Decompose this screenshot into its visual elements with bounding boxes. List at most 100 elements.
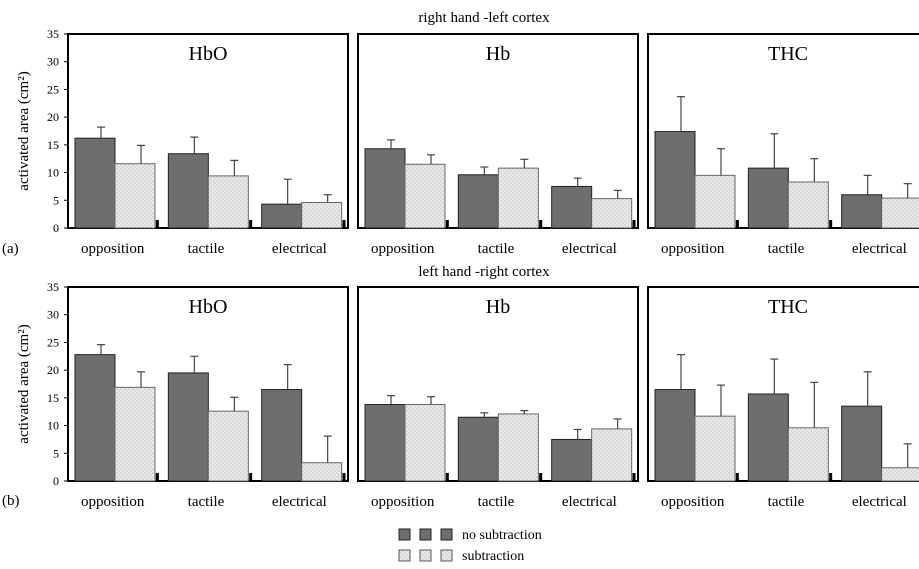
group-separator [249, 473, 253, 481]
legend-swatch [440, 549, 453, 562]
bar-no-subtraction-electrical [551, 438, 593, 482]
bar-subtraction-opposition [694, 415, 736, 482]
bar-subtraction-tactile [497, 413, 539, 482]
panel-b-thc: THC opposition tactile electrical [647, 286, 919, 510]
y-tick-label: 5 [53, 193, 59, 207]
y-tick-label: 0 [53, 474, 59, 488]
bar-subtraction-tactile [207, 410, 249, 482]
y-tick-label: 35 [47, 27, 59, 41]
y-tick-label: 0 [53, 221, 59, 235]
y-tick-label: 25 [47, 82, 59, 96]
bar-subtraction-opposition [114, 163, 156, 229]
bar-no-subtraction-tactile [747, 393, 789, 482]
group-separator [829, 220, 833, 228]
x-tick-label: electrical [852, 494, 907, 510]
legend-label: no subtraction [462, 528, 542, 543]
legend-swatch [398, 549, 411, 562]
bar-subtraction-opposition [404, 404, 446, 482]
bar-no-subtraction-tactile [167, 372, 209, 482]
legend: no subtraction subtraction [398, 528, 542, 564]
panel-a-hbo: HbO 0 5 10 15 20 25 30 35 opposition tactile electr… [47, 27, 349, 257]
bar-subtraction-electrical [301, 462, 343, 482]
panel-title: THC [768, 296, 808, 318]
y-tick-label: 15 [47, 138, 59, 152]
panel-a-thc: THC opposition tactile electrical [647, 33, 919, 257]
y-tick-label: 35 [47, 280, 59, 294]
bar-subtraction-electrical [591, 428, 633, 482]
panel-letter-b: (b) [2, 493, 20, 509]
bar-no-subtraction-tactile [457, 416, 499, 482]
legend-label: subtraction [462, 549, 524, 564]
y-tick-label: 15 [47, 391, 59, 405]
y-axis-label-a: activated area (cm²) [16, 71, 32, 190]
x-tick-label: electrical [852, 241, 907, 257]
group-separator [632, 220, 636, 228]
bar-subtraction-electrical [881, 197, 919, 229]
y-tick-label: 25 [47, 335, 59, 349]
legend-swatch [440, 528, 453, 541]
bar-subtraction-tactile [207, 175, 249, 229]
bar-subtraction-opposition [114, 386, 156, 482]
y-tick-label: 10 [47, 419, 59, 433]
bar-no-subtraction-opposition [364, 148, 406, 229]
x-tick-label: electrical [272, 494, 327, 510]
bar-no-subtraction-electrical [261, 203, 303, 229]
bar-no-subtraction-tactile [747, 167, 789, 229]
bar-no-subtraction-opposition [74, 354, 116, 482]
bar-subtraction-tactile [787, 181, 829, 229]
panel-a-hb: Hb opposition tactile electrical [357, 33, 639, 257]
panel-title: HbO [189, 43, 228, 65]
bar-no-subtraction-electrical [841, 405, 883, 482]
y-tick-label: 10 [47, 166, 59, 180]
x-tick-label: tactile [478, 494, 515, 510]
x-tick-label: electrical [562, 494, 617, 510]
bar-subtraction-opposition [694, 174, 736, 229]
panel-title: THC [768, 43, 808, 65]
x-tick-label: tactile [768, 494, 805, 510]
panel-b-hb: Hb opposition tactile electrical [357, 286, 639, 510]
group-separator [342, 220, 346, 228]
panel-title: Hb [486, 296, 510, 318]
bar-subtraction-electrical [591, 198, 633, 229]
row-title-b: left hand -right cortex [418, 264, 550, 280]
x-tick-label: opposition [661, 494, 725, 510]
bar-no-subtraction-opposition [654, 389, 696, 482]
group-separator [155, 220, 159, 228]
bar-no-subtraction-tactile [457, 174, 499, 229]
group-separator [829, 473, 833, 481]
x-tick-label: tactile [478, 241, 515, 257]
x-tick-label: tactile [188, 241, 225, 257]
bar-no-subtraction-opposition [654, 131, 696, 229]
panel-letter-a: (a) [2, 241, 19, 257]
x-tick-label: opposition [81, 494, 145, 510]
bar-no-subtraction-electrical [261, 389, 303, 482]
y-tick-label: 20 [47, 110, 59, 124]
y-tick-label: 30 [47, 55, 59, 69]
legend-item-subtraction: subtraction [398, 549, 524, 564]
legend-swatch [419, 549, 432, 562]
row-title-a: right hand -left cortex [418, 10, 550, 26]
group-separator [342, 473, 346, 481]
bar-no-subtraction-electrical [551, 185, 593, 229]
group-separator [155, 473, 159, 481]
y-axis-label-b: activated area (cm²) [16, 324, 32, 443]
bar-subtraction-tactile [497, 167, 539, 229]
group-separator [735, 220, 739, 228]
x-tick-label: opposition [371, 494, 435, 510]
panel-title: Hb [486, 43, 510, 65]
legend-swatch [419, 528, 432, 541]
x-tick-label: electrical [272, 241, 327, 257]
group-separator [249, 220, 253, 228]
bar-no-subtraction-opposition [74, 137, 116, 229]
legend-swatch [398, 528, 411, 541]
x-tick-label: tactile [188, 494, 225, 510]
legend-item-no-subtraction: no subtraction [398, 528, 542, 543]
bar-subtraction-tactile [787, 427, 829, 482]
bar-subtraction-electrical [881, 467, 919, 482]
panel-b-hbo: HbO 0 5 10 15 20 25 30 35 opposition tactile electr… [47, 280, 349, 510]
y-tick-label: 5 [53, 446, 59, 460]
x-tick-label: electrical [562, 241, 617, 257]
y-tick-label: 20 [47, 363, 59, 377]
x-tick-label: tactile [768, 241, 805, 257]
